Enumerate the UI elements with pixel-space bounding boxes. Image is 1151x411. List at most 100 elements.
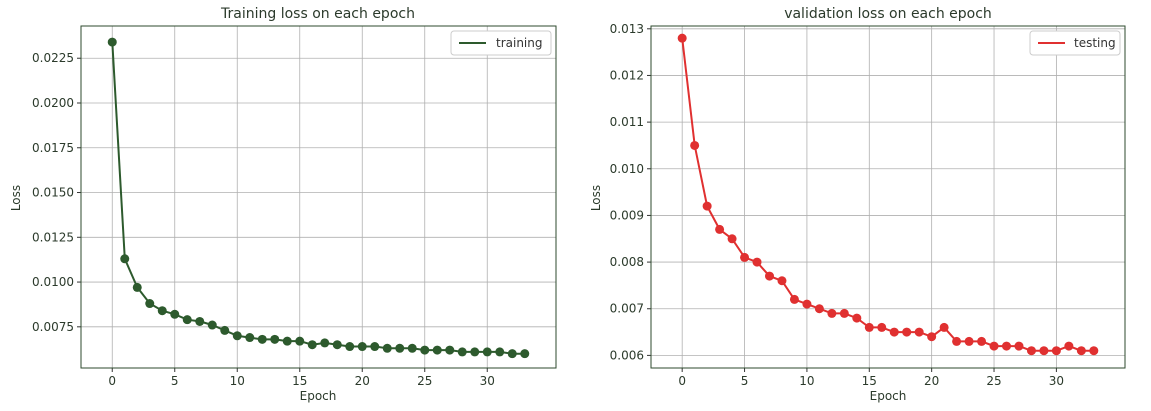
x-tick-label: 5 <box>171 374 179 388</box>
chart-title: Training loss on each epoch <box>220 6 415 22</box>
data-point <box>457 347 467 357</box>
data-point <box>232 331 242 341</box>
data-point <box>789 294 799 304</box>
data-point <box>827 308 837 318</box>
data-point <box>407 343 417 353</box>
x-axis-label: Epoch <box>300 389 337 403</box>
data-point <box>889 327 899 337</box>
x-tick-label: 15 <box>862 374 877 388</box>
data-point <box>395 343 405 353</box>
validation-loss-chart: validation loss on each epoch Epoch Loss… <box>589 6 1126 403</box>
data-point <box>1026 346 1036 356</box>
legend: training <box>450 30 552 56</box>
data-point <box>495 347 505 357</box>
data-point <box>445 345 455 355</box>
data-point <box>914 327 924 337</box>
data-point <box>814 304 824 314</box>
data-point <box>132 282 142 292</box>
data-point <box>690 140 700 150</box>
data-point <box>852 313 862 323</box>
data-point <box>1076 346 1086 356</box>
data-point <box>357 342 367 352</box>
data-point <box>145 299 155 309</box>
x-tick-label: 10 <box>230 374 245 388</box>
y-tick-label: 0.0075 <box>32 320 74 334</box>
data-point <box>107 37 117 47</box>
x-tick-label: 15 <box>292 374 307 388</box>
legend-box <box>1029 30 1121 56</box>
y-tick-label: 0.0125 <box>32 230 74 244</box>
data-point <box>864 322 874 332</box>
data-point <box>420 345 430 355</box>
y-tick-label: 0.007 <box>610 302 644 316</box>
data-point <box>727 234 737 244</box>
y-tick-label: 0.0175 <box>32 141 74 155</box>
x-tick-label: 25 <box>417 374 432 388</box>
data-point <box>295 336 305 346</box>
data-point <box>507 349 517 359</box>
data-point <box>282 336 292 346</box>
data-point <box>1051 346 1061 356</box>
data-point <box>877 322 887 332</box>
data-point <box>977 336 987 346</box>
chart-title: validation loss on each epoch <box>784 6 992 22</box>
ticks: 0 5 10 15 20 25 30 0.006 0.007 0.008 0.009 0.010 0.0… <box>610 22 1064 388</box>
data-point <box>1064 341 1074 351</box>
data-point <box>1039 346 1049 356</box>
data-point <box>195 316 205 326</box>
data-point <box>520 349 530 359</box>
data-point <box>345 342 355 352</box>
x-tick-label: 30 <box>480 374 495 388</box>
y-tick-label: 0.0150 <box>32 186 74 200</box>
data-point <box>220 325 230 335</box>
data-point <box>1089 346 1099 356</box>
series-layer <box>107 37 530 359</box>
data-point <box>939 322 949 332</box>
ticks: 0 5 10 15 20 25 30 0.0075 0.0100 0.0125 0.0150 0.01… <box>32 51 495 388</box>
data-point <box>307 340 317 350</box>
y-tick-label: 0.013 <box>610 22 644 36</box>
data-point <box>802 299 812 309</box>
data-point <box>432 345 442 355</box>
y-tick-label: 0.012 <box>610 68 644 82</box>
y-tick-label: 0.009 <box>610 208 644 222</box>
data-point <box>902 327 912 337</box>
y-tick-label: 0.011 <box>610 115 644 129</box>
x-tick-label: 10 <box>799 374 814 388</box>
data-point <box>677 33 687 43</box>
data-point <box>270 334 280 344</box>
series-line-testing <box>681 37 1094 352</box>
x-tick-label: 30 <box>1049 374 1064 388</box>
data-point <box>470 347 480 357</box>
x-axis-label: Epoch <box>870 389 907 403</box>
data-point <box>245 333 255 343</box>
x-tick-label: 0 <box>108 374 116 388</box>
data-point <box>927 332 937 342</box>
data-point <box>257 334 267 344</box>
y-tick-label: 0.008 <box>610 255 644 269</box>
data-point <box>839 308 849 318</box>
data-point <box>715 224 725 234</box>
plot-frame <box>80 25 557 369</box>
data-point <box>952 336 962 346</box>
legend-label-training: training <box>496 36 543 50</box>
data-point <box>702 201 712 211</box>
y-tick-label: 0.0100 <box>32 275 74 289</box>
series-line-training <box>111 42 525 355</box>
x-tick-label: 20 <box>924 374 939 388</box>
data-point <box>120 254 130 264</box>
data-point <box>382 343 392 353</box>
data-point <box>752 257 762 267</box>
x-tick-label: 0 <box>678 374 686 388</box>
y-tick-label: 0.006 <box>610 348 644 362</box>
grid <box>81 26 556 368</box>
data-point <box>207 320 217 330</box>
data-point <box>370 342 380 352</box>
legend-box <box>450 30 552 56</box>
x-tick-label: 25 <box>986 374 1001 388</box>
data-point <box>170 309 180 319</box>
training-loss-chart: Training loss on each epoch Epoch Loss 0… <box>9 6 557 403</box>
legend: testing <box>1029 30 1121 56</box>
series-layer <box>677 33 1099 356</box>
